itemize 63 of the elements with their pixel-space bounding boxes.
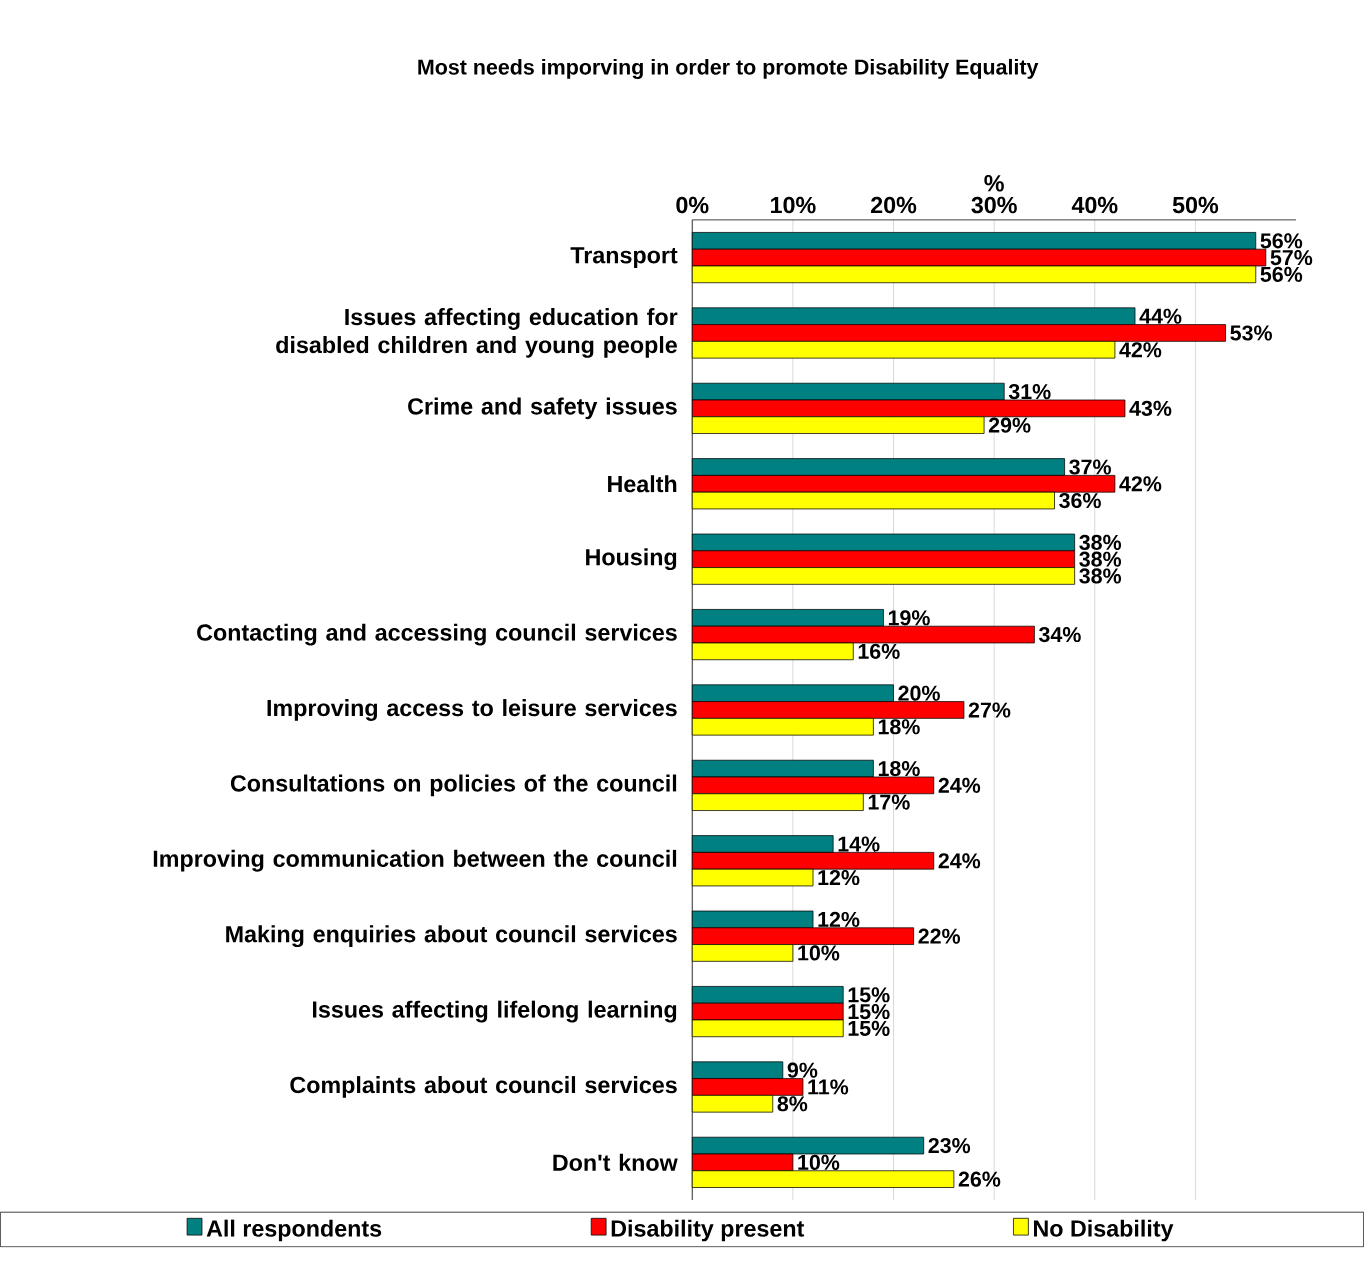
y-tick-label: Improving communication between the council xyxy=(153,849,677,872)
y-tick-label: Don't know xyxy=(553,1153,678,1171)
y-tick-label: Transport xyxy=(570,247,678,269)
legend-label: Disability present xyxy=(611,1219,805,1242)
data-label: 22% xyxy=(918,928,961,944)
data-label: 38% xyxy=(1079,534,1122,551)
data-label: 43% xyxy=(1129,400,1172,417)
data-label: 26% xyxy=(958,1171,1001,1187)
y-tick-label: Health xyxy=(608,475,677,493)
legend-label: All respondents xyxy=(206,1219,382,1242)
data-label: 9% xyxy=(787,1062,818,1078)
data-label: 15% xyxy=(848,987,890,1003)
x-tick-label: 10% xyxy=(771,196,816,214)
data-label: 23% xyxy=(928,1138,971,1154)
data-label: 16% xyxy=(858,643,900,659)
data-label: 10% xyxy=(798,945,840,961)
y-tick-label: Improving access to leisure services xyxy=(267,699,677,721)
data-label: 31% xyxy=(1008,384,1051,400)
x-axis-title: % xyxy=(984,175,1004,192)
y-tick-label: Issues affecting education for disabled children and young people xyxy=(276,308,678,358)
data-label: 29% xyxy=(988,417,1031,433)
x-tick-label: 20% xyxy=(871,196,917,214)
data-label: 8% xyxy=(777,1096,808,1112)
data-label: 44% xyxy=(1139,308,1182,324)
y-tick-label: Crime and safety issues xyxy=(408,397,677,420)
data-label: 38% xyxy=(1079,551,1122,567)
data-label: 12% xyxy=(818,911,860,928)
x-tick-label: 30% xyxy=(971,196,1017,214)
data-label: 53% xyxy=(1230,325,1272,341)
x-tick-label: 40% xyxy=(1071,196,1118,214)
y-tick-label: Contacting and accessing council services xyxy=(197,623,677,646)
data-label: 42% xyxy=(1119,342,1162,358)
chart-title: Most needs imporving in order to promote Disability Equality xyxy=(418,58,1039,80)
data-label: 36% xyxy=(1059,493,1101,509)
data-label: 15% xyxy=(848,1004,890,1020)
data-label: 56% xyxy=(1260,233,1303,249)
data-label: 24% xyxy=(938,777,981,794)
y-tick-label: Housing xyxy=(586,548,677,571)
data-label: 18% xyxy=(878,761,920,777)
data-label: 20% xyxy=(898,685,940,701)
data-label: 57% xyxy=(1270,250,1313,266)
data-label: 34% xyxy=(1038,627,1081,643)
data-label: 38% xyxy=(1079,568,1122,584)
y-tick-label: Consultations on policies of the council xyxy=(230,774,677,797)
data-label: 56% xyxy=(1260,266,1303,282)
data-label: 12% xyxy=(818,870,860,886)
data-label: 24% xyxy=(938,853,981,869)
x-tick-label: 0% xyxy=(676,196,709,214)
data-label: 10% xyxy=(798,1154,840,1171)
x-tick-label: 50% xyxy=(1172,196,1219,214)
data-label: 14% xyxy=(838,836,880,852)
legend-label: No Disability xyxy=(1034,1219,1174,1242)
data-label: 37% xyxy=(1069,459,1111,475)
data-label: 27% xyxy=(968,702,1011,718)
data-label: 15% xyxy=(848,1020,890,1036)
y-tick-label: Issues affecting lifelong learning xyxy=(312,1000,677,1023)
data-label: 18% xyxy=(878,719,920,735)
data-label: 42% xyxy=(1119,476,1162,492)
data-label: 19% xyxy=(888,610,930,626)
data-label: 11% xyxy=(808,1079,849,1095)
data-label: 17% xyxy=(868,794,910,810)
y-tick-label: Complaints about council services xyxy=(290,1076,677,1098)
y-tick-label: Making enquiries about council services xyxy=(226,925,677,948)
